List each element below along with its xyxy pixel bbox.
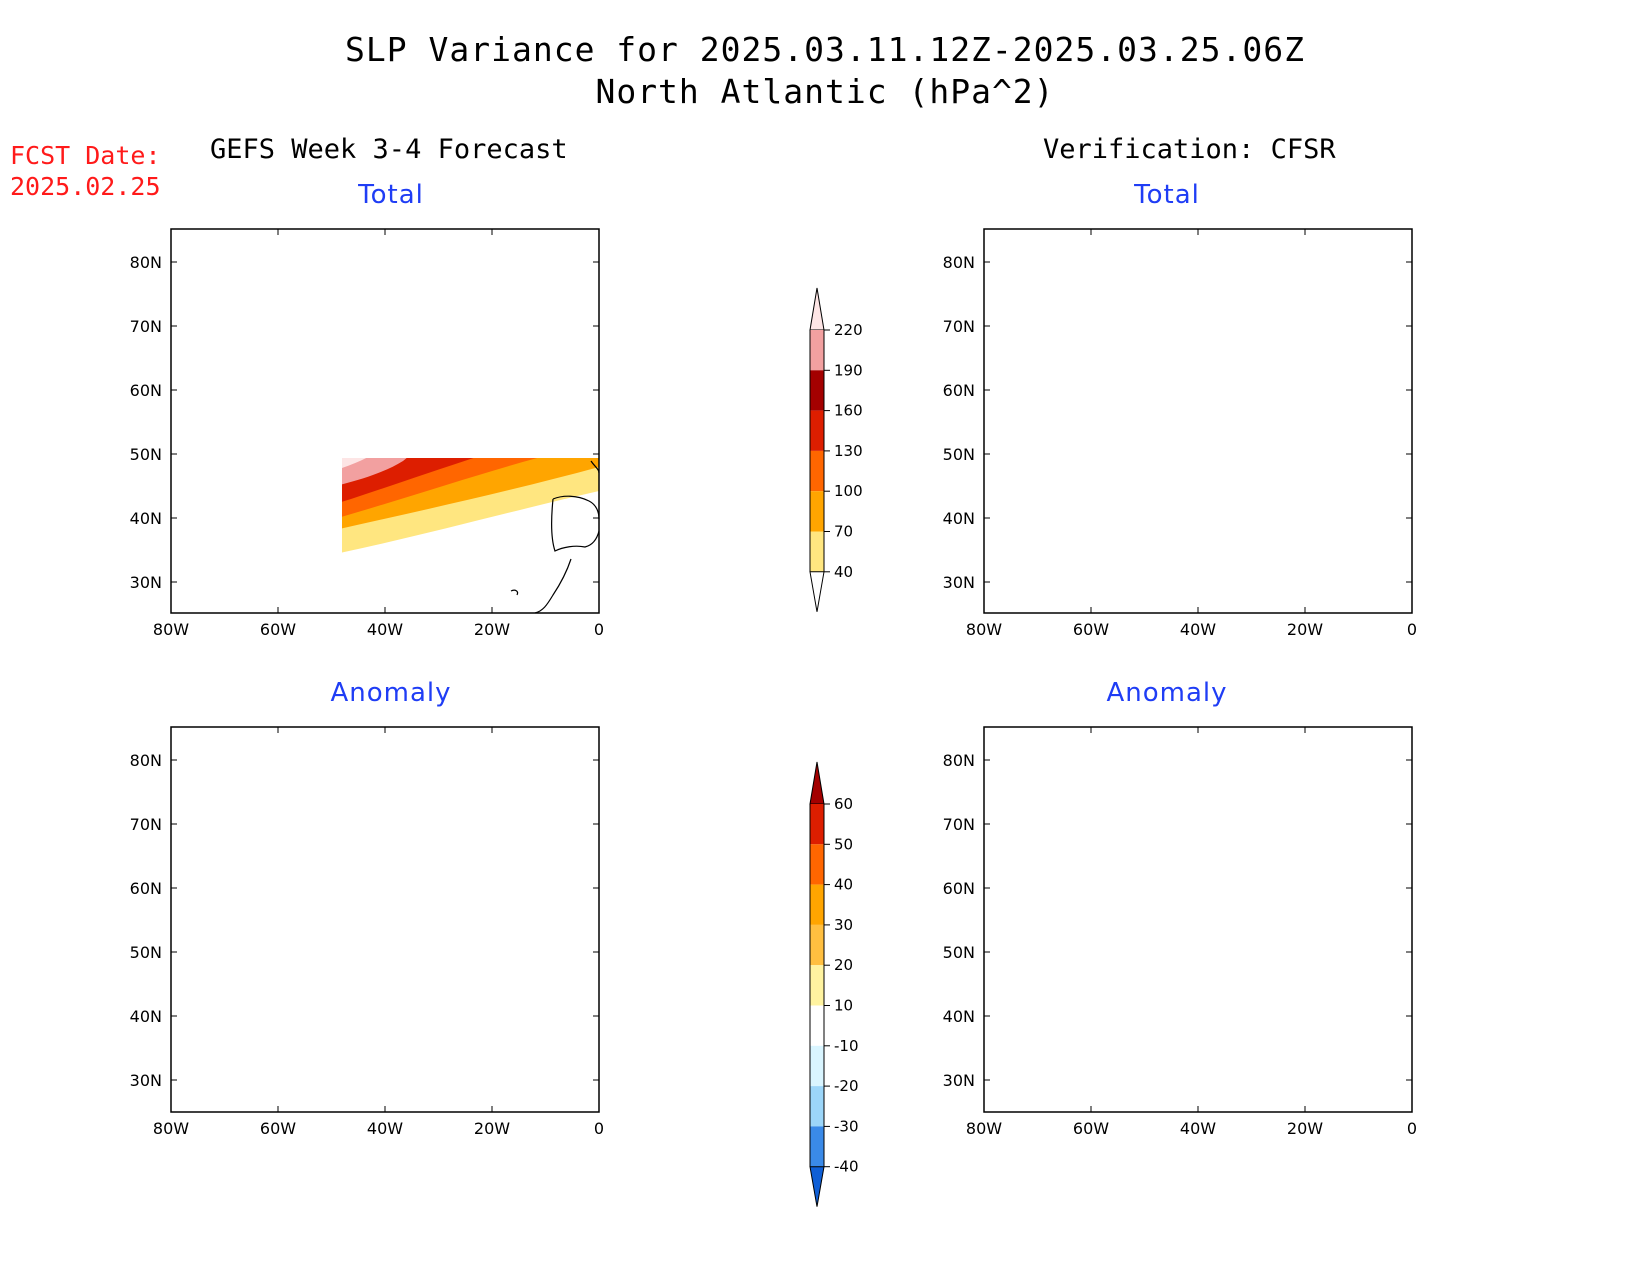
lat-tick-label: 40N [130,509,162,528]
colorbar-level-label: 40 [834,876,853,894]
lon-tick-label: 20W [1287,1119,1323,1138]
colorbar-level-label: 60 [834,795,853,813]
colorbar-level-label: 100 [834,482,863,500]
colorbar-cap-top [809,287,825,331]
colorbar-segment [810,924,824,966]
column-title-verification: Verification: CFSR [1043,134,1336,165]
lon-tick-label: 0 [594,620,604,639]
lat-tick-label: 50N [130,445,162,464]
fcst-date-value: 2025.02.25 [10,172,161,201]
panel-title-forecast-total: Total [358,180,424,210]
panel-title-forecast-anomaly: Anomaly [330,678,452,708]
colorbar-anomaly: 60 50 40 30 20 10 -10 -20 -30 -40 [809,761,859,1207]
lon-tick-label: 0 [594,1119,604,1138]
lat-tick-label: 40N [943,1007,975,1026]
lat-tick-label: 70N [130,317,162,336]
lon-tick-label: 80W [153,1119,189,1138]
map-verification-anomaly [983,726,1413,1113]
lat-tick-label: 60N [943,879,975,898]
lat-tick-label: 60N [130,879,162,898]
lat-tick-label: 50N [943,445,975,464]
lon-tick-label: 80W [153,620,189,639]
lat-tick-label: 40N [943,509,975,528]
colorbar-segment [810,330,824,371]
fcst-date-label: FCST Date: 2025.02.25 [10,140,161,202]
colorbar-total: 220 190 160 130 100 70 40 [809,287,863,612]
lat-tick-label: 30N [130,1071,162,1090]
colorbar-segment [810,1005,824,1046]
lon-tick-label: 40W [367,620,403,639]
colorbar-level-label: 10 [834,997,853,1015]
lon-tick-label: 0 [1407,620,1417,639]
colorbar-level-label: 190 [834,361,863,379]
colorbar-level-label: 40 [834,563,853,581]
colorbar-level-label: 130 [834,442,863,460]
lon-tick-label: 20W [474,1119,510,1138]
panel-title-verification-total: Total [1134,180,1200,210]
lon-tick-label: 20W [1287,620,1323,639]
colorbar-segment [810,965,824,1006]
colorbar-level-label: 30 [834,916,853,934]
axes-layer: 80N 70N 60N 50N 40N 30N 80W 60W 40W 20W 0 80N 70N 60N… [130,229,1417,1138]
map-forecast-total [170,228,600,614]
lon-tick-label: 40W [367,1119,403,1138]
lon-tick-label: 60W [260,620,296,639]
lat-tick-label: 60N [130,381,162,400]
lat-tick-label: 70N [130,815,162,834]
colorbar-segment [810,1126,824,1167]
panel-title-verification-anomaly: Anomaly [1106,678,1228,708]
lat-tick-label: 30N [943,573,975,592]
colorbar-segment [810,884,824,925]
colorbar-level-label: -40 [834,1158,859,1176]
column-title-forecast: GEFS Week 3-4 Forecast [210,134,568,165]
colorbar-level-label: 50 [834,835,853,853]
colorbar-level-label: 220 [834,321,863,339]
lon-tick-label: 20W [474,620,510,639]
colorbar-level-label: -30 [834,1117,859,1135]
colorbar-segment [810,491,824,532]
colorbar-cap-bottom [809,571,825,612]
colorbar-segment [810,1086,824,1127]
colorbar-level-label: -20 [834,1077,859,1095]
lat-tick-label: 80N [943,751,975,770]
main-subtitle: North Atlantic (hPa^2) [595,72,1055,111]
lon-tick-label: 60W [260,1119,296,1138]
fcst-date-caption: FCST Date: [10,141,161,170]
lon-tick-label: 60W [1073,1119,1109,1138]
lat-tick-label: 70N [943,317,975,336]
lat-tick-label: 80N [130,751,162,770]
lat-tick-label: 60N [943,381,975,400]
colorbar-level-label: 70 [834,523,853,541]
lon-tick-label: 40W [1180,620,1216,639]
colorbar-segment [810,844,824,885]
lat-tick-label: 50N [130,943,162,962]
lat-tick-label: 50N [943,943,975,962]
colorbar-segment [810,804,824,845]
lon-tick-label: 0 [1407,1119,1417,1138]
lon-tick-label: 40W [1180,1119,1216,1138]
colorbar-segment [810,1045,824,1087]
colorbar-segment [810,410,824,451]
lat-tick-label: 30N [130,573,162,592]
lon-tick-label: 60W [1073,620,1109,639]
colorbar-level-label: 20 [834,956,853,974]
lat-tick-label: 40N [130,1007,162,1026]
lat-tick-label: 30N [943,1071,975,1090]
map-verification-total [983,228,1413,614]
colorbar-cap-bottom [809,1166,825,1207]
colorbar-level-label: 160 [834,402,863,420]
colorbar-segment [810,450,824,492]
main-title: SLP Variance for 2025.03.11.12Z-2025.03.… [345,30,1305,69]
lon-tick-label: 80W [966,1119,1002,1138]
lat-tick-label: 80N [943,253,975,272]
colorbar-segment [810,531,824,572]
colorbar-level-label: -10 [834,1037,859,1055]
map-forecast-anomaly [170,726,600,1113]
colorbar-cap-top [809,761,825,805]
lon-tick-label: 80W [966,620,1002,639]
lat-tick-label: 70N [943,815,975,834]
lat-tick-label: 80N [130,253,162,272]
colorbar-segment [810,370,824,411]
